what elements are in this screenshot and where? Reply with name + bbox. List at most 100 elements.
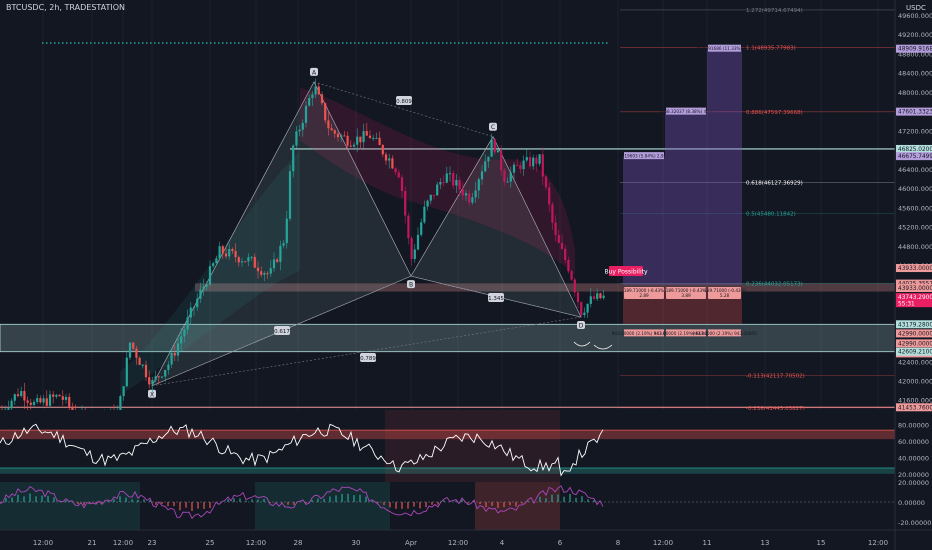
price-badge-bg [896, 279, 932, 288]
pattern-point-label: D [579, 323, 584, 330]
osc1-overbought-band [0, 430, 895, 440]
osc2-line [0, 485, 604, 520]
candle-body [455, 180, 458, 186]
price-tick-label: 45600.00000 [898, 204, 932, 212]
price-tick-label: 46000.00000 [898, 185, 932, 193]
candle-body [560, 242, 564, 249]
candle-body [464, 193, 468, 196]
candle-body [61, 396, 64, 400]
price-tick-label: 49600.00000 [898, 12, 932, 20]
candle-body [336, 133, 340, 138]
pattern-ratio-badge [274, 326, 290, 335]
candle-body [228, 249, 231, 257]
buy-label-bg [609, 266, 643, 276]
candle-body [247, 257, 250, 262]
candle-body [356, 136, 359, 145]
candle-body [538, 154, 541, 164]
price-badge-bg [896, 107, 932, 116]
arc-mark [573, 341, 591, 347]
time-tick-label: 12:00 [868, 539, 888, 547]
candle-body [39, 398, 42, 403]
candle-body [263, 273, 266, 275]
candle-body [506, 181, 509, 183]
harmonic-pattern-layer: X A B C D 0.809 1.345 0.617 0.789 [148, 67, 585, 398]
candle-body [458, 180, 461, 190]
candle-body [512, 164, 516, 173]
candle-body [407, 215, 410, 239]
fib-level-label: 1.272(49714.67494) [746, 8, 803, 14]
price-tick-label: 45200.00000 [898, 224, 932, 232]
candle-body [346, 135, 349, 146]
supply-zone [195, 283, 895, 292]
stop-sublabel: 2.89 [639, 293, 649, 298]
osc2-tick-label: 0.00000 [898, 499, 925, 507]
candle-body [589, 296, 592, 304]
candle-body [160, 376, 164, 378]
pattern-point-badge [577, 321, 585, 330]
price-badge-label: 48909.91686 [898, 47, 932, 53]
time-tick-label: 30 [352, 539, 361, 547]
pattern-point-badge [407, 280, 415, 289]
pattern-point-label: C [491, 124, 495, 131]
candle-body [404, 191, 407, 216]
candle-body [240, 261, 244, 263]
candle-body [359, 136, 362, 143]
price-badge-bg [896, 339, 932, 348]
time-tick-label: 6 [558, 539, 563, 547]
price-badge-bg [896, 293, 932, 308]
candle-body [340, 135, 343, 138]
entry-label-bg [708, 329, 741, 337]
candle-body [141, 364, 144, 366]
candle-body [368, 135, 372, 139]
price-badge-bg [896, 144, 932, 153]
price-tick-label: 41600.00000 [898, 397, 932, 405]
candle-body [573, 279, 576, 293]
price-badge-bg [896, 152, 932, 161]
candle-body [32, 401, 36, 405]
osc1-shade [385, 410, 560, 482]
pattern-ratio-label: 0.789 [360, 356, 376, 362]
candle-body [541, 154, 544, 177]
candle-body [596, 293, 599, 299]
candle-body [253, 256, 256, 268]
pattern-point-label: A [312, 69, 317, 76]
candle-body [58, 394, 61, 397]
candle-body [186, 317, 189, 330]
osc1-pane [0, 410, 895, 482]
candle-body [183, 329, 186, 337]
candle-body [490, 139, 493, 157]
candle-body [276, 259, 279, 262]
candle-body [135, 348, 138, 358]
candle-body [423, 206, 426, 223]
price-badge-label: 42990.00000 [898, 331, 932, 337]
candle-body [372, 137, 375, 139]
candle-body [132, 342, 135, 349]
entry-label-bg [666, 329, 706, 337]
candle-body [7, 408, 10, 410]
target-label: 2742.19693 (5.84%) 2,959.95 [612, 154, 676, 159]
osc1-tick-label: 40.00000 [898, 454, 929, 462]
candle-body [272, 259, 276, 269]
oscillators-layer [0, 410, 895, 530]
target-label: 3668.32037 (8.38%) 4,89 [659, 109, 713, 114]
candle-body [509, 172, 512, 182]
candle-body [410, 238, 413, 259]
candle-body [192, 307, 196, 309]
candle-body [68, 396, 71, 407]
candle-body [327, 120, 330, 129]
stop-sublabel: 5.28 [720, 293, 730, 298]
candle-body [215, 258, 218, 264]
candle-body [196, 298, 199, 308]
time-tick-label: 23 [148, 539, 157, 547]
target-box [707, 48, 742, 285]
osc2-shade [475, 482, 560, 530]
candle-body [416, 234, 420, 250]
osc1-line [0, 423, 604, 477]
candle-body [148, 377, 151, 385]
time-tick-label: 28 [294, 539, 303, 547]
candle-body [301, 122, 304, 130]
candle-body [352, 144, 356, 147]
fib-level-label: -0.236(41443.03827) [746, 406, 805, 412]
candle-body [42, 398, 45, 403]
